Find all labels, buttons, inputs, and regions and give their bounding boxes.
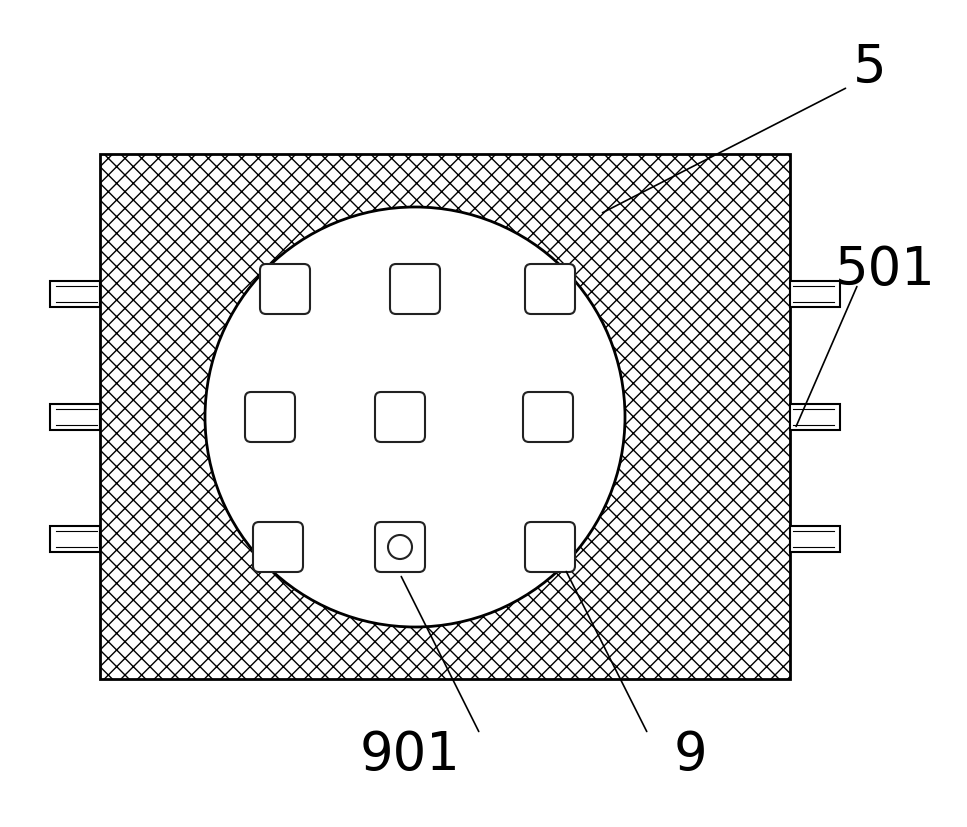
FancyBboxPatch shape (253, 523, 303, 572)
Bar (790, 404, 840, 431)
FancyBboxPatch shape (525, 523, 575, 572)
Text: 5: 5 (853, 42, 887, 94)
Bar (100, 155, 790, 679)
FancyBboxPatch shape (525, 265, 575, 314)
Text: 9: 9 (673, 728, 707, 780)
Circle shape (205, 208, 625, 627)
FancyBboxPatch shape (390, 265, 440, 314)
FancyBboxPatch shape (245, 393, 295, 442)
FancyBboxPatch shape (375, 393, 425, 442)
Bar (50, 526, 100, 552)
Bar (790, 526, 840, 552)
FancyBboxPatch shape (260, 265, 310, 314)
Circle shape (388, 535, 412, 559)
Bar (790, 282, 840, 308)
Bar (50, 282, 100, 308)
Text: 501: 501 (835, 244, 935, 295)
Bar (50, 404, 100, 431)
FancyBboxPatch shape (375, 523, 425, 572)
FancyBboxPatch shape (523, 393, 573, 442)
Text: 901: 901 (360, 728, 460, 780)
